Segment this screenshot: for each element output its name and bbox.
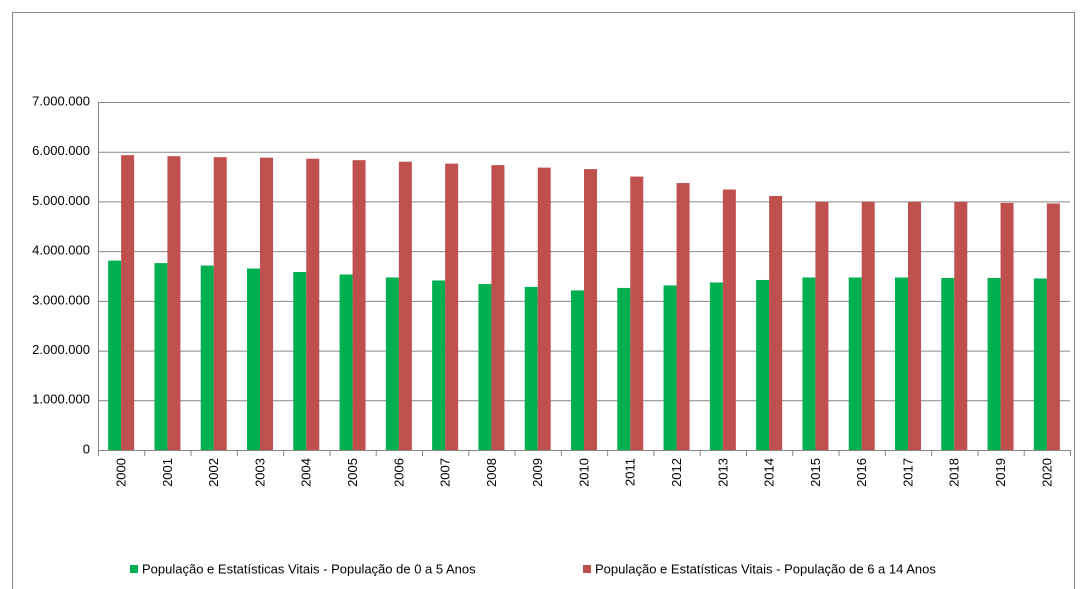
bar (352, 160, 366, 450)
bar (1000, 202, 1014, 450)
bar (213, 157, 227, 450)
bar (676, 183, 690, 450)
x-tick-label: 2010 (576, 458, 591, 487)
bar (121, 155, 135, 451)
bar (1046, 203, 1060, 450)
bar (478, 283, 492, 450)
x-tick-label: 2008 (484, 458, 499, 487)
x-tick-label: 2013 (715, 458, 730, 487)
x-tick-label: 2002 (206, 458, 221, 487)
bar (293, 272, 307, 450)
bar (861, 201, 875, 450)
bar (154, 263, 168, 450)
bar (815, 201, 829, 450)
bar (385, 277, 399, 450)
bar (200, 265, 214, 450)
bar (398, 161, 412, 450)
bar (1033, 278, 1047, 450)
legend-swatch (130, 565, 138, 573)
y-tick-label: 0 (83, 441, 90, 456)
x-tick-label: 2005 (345, 458, 360, 487)
y-tick-label: 4.000.000 (32, 243, 90, 258)
x-tick-label: 2004 (299, 458, 314, 487)
y-tick-label: 5.000.000 (32, 193, 90, 208)
bar (630, 176, 644, 451)
legend-label: População e Estatísticas Vitais - Popula… (595, 561, 936, 576)
bar (987, 277, 1001, 450)
bar (709, 282, 723, 450)
bar (108, 260, 122, 450)
x-tick-label: 2007 (438, 458, 453, 487)
x-tick-label: 2019 (993, 458, 1008, 487)
x-tick-label: 2000 (114, 458, 129, 487)
bar (584, 169, 597, 450)
x-tick-label: 2012 (669, 458, 684, 487)
bar (167, 156, 181, 450)
bar (247, 268, 260, 450)
bar (895, 277, 908, 450)
y-tick-label: 1.000.000 (32, 392, 90, 407)
bar (339, 274, 353, 450)
x-tick-label: 2020 (1039, 458, 1054, 487)
bar (908, 201, 921, 450)
bar (663, 285, 677, 450)
bar (260, 157, 273, 450)
legend-label: População e Estatísticas Vitais - Popula… (142, 561, 476, 576)
y-tick-label: 3.000.000 (32, 292, 90, 307)
bar (954, 201, 968, 450)
bar (445, 163, 459, 450)
x-tick-label: 2017 (900, 458, 915, 487)
bar (537, 167, 551, 450)
y-tick-label: 6.000.000 (32, 143, 90, 158)
x-tick-label: 2014 (762, 458, 777, 487)
x-tick-label: 2018 (947, 458, 962, 487)
y-tick-label: 2.000.000 (32, 342, 90, 357)
bar (491, 165, 505, 450)
bar (848, 277, 862, 450)
x-tick-label: 2016 (854, 458, 869, 487)
x-tick-label: 2015 (808, 458, 823, 487)
x-tick-label: 2011 (623, 458, 638, 486)
bar (756, 279, 770, 450)
bar (571, 290, 584, 450)
bar (306, 158, 320, 450)
x-tick-label: 2003 (252, 458, 267, 487)
x-tick-label: 2006 (391, 458, 406, 487)
legend-swatch (583, 565, 591, 573)
bar (432, 280, 446, 450)
x-tick-label: 2009 (530, 458, 545, 487)
bar (941, 277, 955, 450)
y-tick-label: 7.000.000 (32, 93, 90, 108)
x-tick-label: 2001 (160, 458, 175, 487)
bar (802, 277, 816, 450)
bar (769, 195, 783, 450)
bar (722, 189, 736, 451)
bar (524, 286, 538, 450)
bar (617, 287, 631, 450)
